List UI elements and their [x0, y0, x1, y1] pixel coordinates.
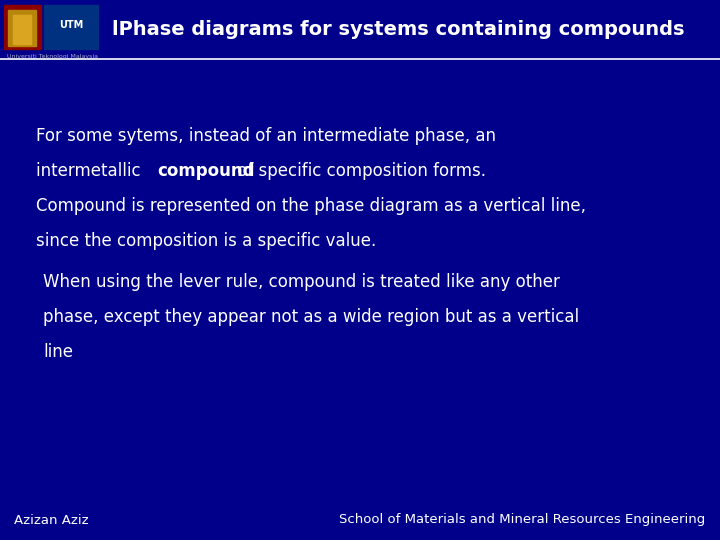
Text: When using the lever rule, compound is treated like any other: When using the lever rule, compound is t…	[43, 273, 560, 291]
Bar	[4, 5, 40, 49]
Text: Compound is represented on the phase diagram as a vertical line,: Compound is represented on the phase dia…	[36, 197, 586, 215]
Text: compound: compound	[158, 162, 255, 180]
Bar	[9, 10, 36, 46]
Text: intermetallic: intermetallic	[36, 162, 146, 180]
Text: For some sytems, instead of an intermediate phase, an: For some sytems, instead of an intermedi…	[36, 127, 496, 145]
Bar	[45, 5, 98, 49]
Text: Universiti Teknologi Malaysia: Universiti Teknologi Malaysia	[7, 54, 98, 59]
Text: UTM: UTM	[59, 19, 84, 30]
Text: line: line	[43, 343, 73, 361]
Text: Azizan Aziz: Azizan Aziz	[14, 514, 89, 526]
Text: phase, except they appear not as a wide region but as a vertical: phase, except they appear not as a wide …	[43, 308, 580, 326]
Bar	[14, 15, 31, 44]
Text: lPhase diagrams for systems containing compounds: lPhase diagrams for systems containing c…	[112, 20, 684, 39]
Text: since the composition is a specific value.: since the composition is a specific valu…	[36, 232, 377, 250]
Text: of specific composition forms.: of specific composition forms.	[233, 162, 486, 180]
Text: School of Materials and Mineral Resources Engineering: School of Materials and Mineral Resource…	[339, 514, 706, 526]
